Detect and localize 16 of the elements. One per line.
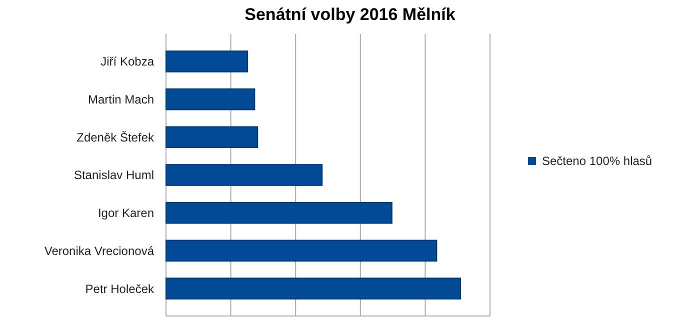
legend-label: Sečteno 100% hlasů [542,154,652,168]
bar [166,164,323,186]
bar [166,240,438,262]
bar [166,202,392,224]
chart-title: Senátní volby 2016 Mělník [244,5,456,24]
y-tick-label: Stanislav Huml [74,168,154,182]
y-tick-label: Zdeněk Štefek [76,130,155,144]
bar [166,88,256,110]
y-tick-label: Igor Karen [98,206,154,220]
bar [166,50,248,72]
y-tick-label: Martin Mach [88,92,154,106]
y-tick-label: Petr Holeček [85,282,155,296]
y-tick-label: Jiří Kobza [100,54,154,69]
y-tick-label: Veronika Vrecionová [44,244,154,258]
bar [166,278,462,300]
bar [166,126,258,148]
